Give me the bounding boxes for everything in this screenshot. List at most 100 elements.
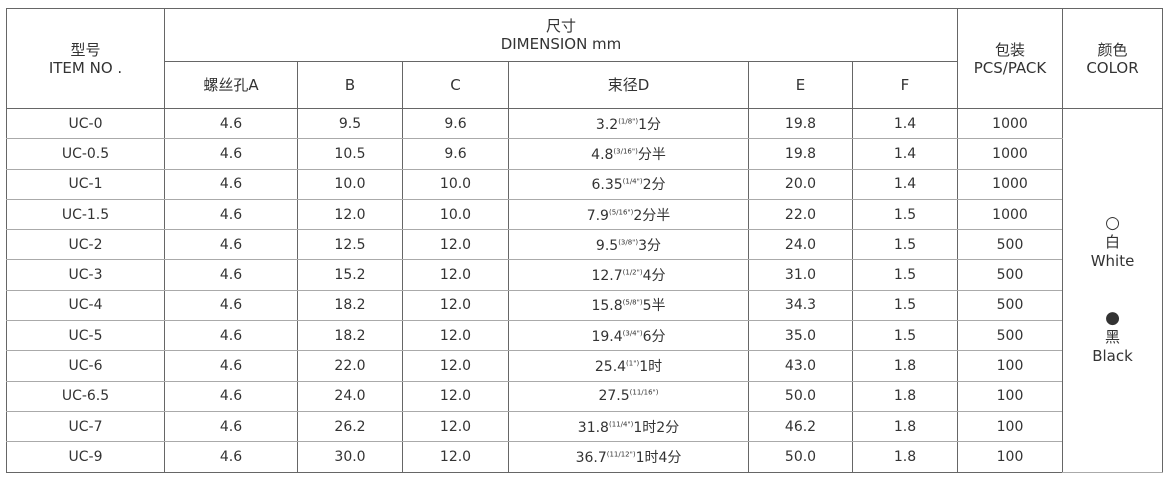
cell-c: 12.0 [402, 259, 509, 291]
cell-e: 50.0 [748, 381, 853, 412]
cell-d: 7.9(5/16")2分半 [508, 199, 749, 231]
cell-d: 15.8(5/8")5半 [508, 290, 749, 322]
d-sup: (1/2") [622, 268, 643, 277]
cell-e: 43.0 [748, 350, 853, 382]
text: 型号 [70, 40, 101, 59]
table-body: UC-0 4.6 9.5 9.6 3.2(1/8")1分 19.8 1.4 1000 ○ 白 Whi… [6, 108, 1163, 473]
d-sup: (11/12") [606, 450, 636, 459]
cell-d: 3.2(1/8")1分 [508, 108, 749, 140]
cell-e: 35.0 [748, 320, 853, 352]
cell-b: 12.5 [297, 229, 403, 261]
d-main: 4.8 [591, 146, 614, 163]
header-color: 颜色 COLOR [1062, 8, 1163, 109]
color-en: Black [1092, 347, 1133, 366]
cell-f: 1.4 [852, 169, 958, 200]
subheader-row: 螺丝孔A B C 束径D E F [7, 61, 1163, 109]
cell-f: 1.8 [852, 441, 958, 473]
cell-item: UC-7 [6, 411, 165, 443]
cell-pack: 1000 [957, 108, 1063, 140]
table-row: UC-6.5 4.6 24.0 12.0 27.5(11/16") 50.0 1.8 100 [6, 381, 1163, 412]
d-main: 3.2 [595, 116, 619, 133]
cell-f: 1.8 [852, 381, 958, 412]
cell-b: 15.2 [297, 259, 403, 291]
cell-b: 26.2 [297, 411, 403, 443]
header-pack: 包装 PCS/PACK [957, 8, 1063, 109]
text: 尺寸 [545, 17, 576, 35]
cell-a: 4.6 [164, 381, 298, 412]
subheader-cell: B [297, 61, 403, 109]
d-sup: (1") [626, 359, 640, 368]
cell-a: 4.6 [164, 411, 298, 443]
cell-b: 9.5 [297, 108, 403, 140]
cell-a: 4.6 [164, 259, 298, 291]
d-suffix: 1时2分 [633, 419, 680, 436]
cell-f: 1.8 [852, 350, 958, 382]
cell-c: 12.0 [402, 350, 509, 382]
cell-a: 4.6 [164, 108, 298, 140]
cell-a: 4.6 [164, 229, 298, 261]
table-row: UC-9 4.6 30.0 12.0 36.7(11/12")1时4分 50.0 1.8 10… [6, 441, 1163, 473]
cell-b: 18.2 [297, 320, 403, 352]
cell-d: 12.7(1/2")4分 [508, 259, 749, 291]
d-main: 12.7 [591, 268, 623, 285]
subheader-cell: F [852, 61, 958, 109]
cell-pack: 1000 [957, 169, 1063, 200]
cell-pack: 1000 [957, 199, 1063, 231]
cell-pack: 100 [957, 350, 1063, 382]
color-symbol: ○ [1105, 213, 1120, 234]
cell-e: 46.2 [748, 411, 853, 443]
text: COLOR [1086, 58, 1139, 77]
cell-pack: 100 [957, 411, 1063, 443]
cell-a: 4.6 [164, 138, 298, 170]
cell-item: UC-0.5 [6, 138, 165, 170]
cell-item: UC-0 [6, 108, 165, 140]
cell-pack: 500 [957, 229, 1063, 261]
cell-item: UC-6.5 [6, 381, 165, 412]
cell-c: 12.0 [402, 411, 509, 443]
d-main: 36.7 [575, 449, 607, 466]
cell-c: 10.0 [402, 169, 509, 200]
d-main: 25.4 [594, 359, 627, 376]
cell-d: 6.35(1/4")2分 [508, 169, 749, 200]
cell-pack: 1000 [957, 138, 1063, 170]
cell-d: 25.4(1")1时 [508, 350, 749, 382]
subheader-cell: C [402, 61, 509, 109]
d-suffix: 5半 [642, 298, 666, 315]
d-suffix: 2分半 [633, 207, 671, 224]
table-row: UC-0.5 4.6 10.5 9.6 4.8(3/16")分半 19.8 1.4 1000 [6, 138, 1163, 170]
cell-e: 19.8 [748, 108, 853, 140]
d-suffix: 1时4分 [635, 449, 682, 466]
color-en: White [1090, 252, 1135, 271]
d-main: 7.9 [586, 207, 609, 224]
d-main: 6.35 [591, 177, 623, 194]
table-row: UC-1 4.6 10.0 10.0 6.35(1/4")2分 20.0 1.4 1000 [6, 169, 1163, 200]
color-group: ● 黑 Black [1063, 309, 1162, 366]
color-group: ○ 白 White [1063, 214, 1162, 271]
cell-c: 12.0 [402, 320, 509, 352]
cell-d: 36.7(11/12")1时4分 [508, 441, 749, 473]
subheader-cell: E [748, 61, 853, 109]
cell-pack: 500 [957, 320, 1063, 352]
cell-a: 4.6 [164, 199, 298, 231]
table-row: UC-5 4.6 18.2 12.0 19.4(3/4")6分 35.0 1.5 500 [6, 320, 1163, 352]
cell-b: 10.0 [297, 169, 403, 200]
cell-a: 4.6 [164, 320, 298, 352]
cell-e: 20.0 [748, 169, 853, 200]
d-suffix: 1时 [639, 359, 663, 376]
cell-item: UC-9 [6, 441, 165, 473]
cell-b: 18.2 [297, 290, 403, 322]
cell-b: 22.0 [297, 350, 403, 382]
spec-table: 型号 ITEM NO . 尺寸 DIMENSION mm 包装 PCS/PACK 颜色… [6, 8, 1163, 473]
header-dimension: 尺寸 DIMENSION mm [164, 8, 958, 62]
cell-c: 12.0 [402, 290, 509, 322]
table-row: UC-4 4.6 18.2 12.0 15.8(5/8")5半 34.3 1.5 500 [6, 290, 1163, 322]
text: ITEM NO . [48, 58, 123, 77]
cell-f: 1.5 [852, 259, 958, 291]
color-zh: 黑 [1104, 328, 1120, 347]
d-sup: (3/8") [618, 238, 639, 247]
color-cell: ○ 白 White ● 黑 Black [1062, 108, 1163, 473]
cell-f: 1.5 [852, 290, 958, 322]
d-main: 19.4 [591, 328, 623, 345]
cell-c: 12.0 [402, 381, 509, 412]
